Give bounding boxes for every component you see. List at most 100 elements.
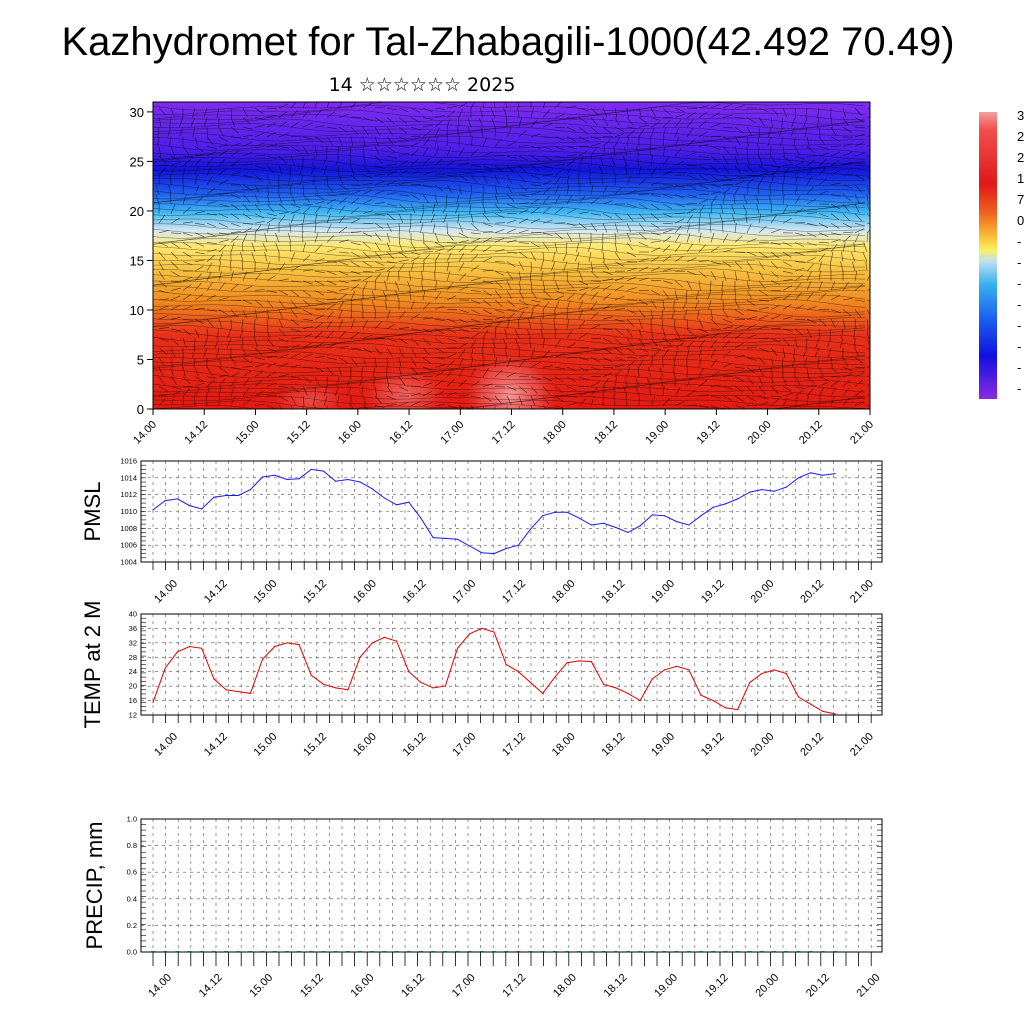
wind-barb <box>482 184 485 195</box>
wind-barb <box>158 394 169 397</box>
wind-barb <box>470 327 482 330</box>
precip-bar <box>248 951 253 952</box>
x-tick-label: 20.00 <box>753 972 781 1000</box>
wind-barb <box>422 130 432 138</box>
wind-barb <box>755 194 760 205</box>
wind-barb <box>793 347 796 358</box>
wind-barb <box>362 347 372 353</box>
wind-barb <box>194 273 203 282</box>
wind-barb <box>458 405 465 409</box>
wind-barb <box>578 165 580 176</box>
wind-barb <box>338 102 343 109</box>
contour-line <box>153 144 866 156</box>
wind-barb <box>227 328 232 339</box>
contour-line <box>153 334 866 345</box>
wind-barb <box>494 290 502 299</box>
wind-barb <box>278 165 283 176</box>
wind-barb <box>337 146 340 157</box>
wind-barb <box>566 376 576 382</box>
wind-barb <box>554 386 563 394</box>
wind-barb <box>854 222 865 227</box>
wind-barb <box>182 159 192 166</box>
wind-barb <box>218 395 221 406</box>
contour-line <box>153 404 866 409</box>
wind-barb <box>588 174 592 185</box>
wind-barb <box>434 261 437 272</box>
wind-barb <box>590 366 601 371</box>
wind-barb <box>421 280 424 291</box>
wind-barb <box>806 257 817 262</box>
wind-barb <box>650 280 662 282</box>
wind-barb <box>566 318 570 329</box>
wind-barb <box>386 338 397 342</box>
wind-barb <box>374 357 377 368</box>
wind-barb <box>590 147 597 157</box>
x-tick-label: 18.12 <box>592 419 620 447</box>
wind-barb <box>818 261 822 272</box>
wind-barb <box>338 175 344 185</box>
wind-barb <box>410 392 421 397</box>
wind-barb <box>218 144 229 147</box>
wind-barb <box>422 357 432 364</box>
temp-2m-point <box>810 703 812 705</box>
wind-barb <box>554 290 565 295</box>
wind-barb <box>614 318 625 323</box>
wind-barb <box>422 375 434 378</box>
contour-line <box>153 140 866 151</box>
wind-barb <box>830 117 833 128</box>
wind-barb <box>746 155 750 166</box>
pmsl-point <box>761 489 763 491</box>
wind-barb <box>482 318 494 321</box>
wind-barb <box>842 242 846 253</box>
wind-barb <box>158 386 168 392</box>
wind-barb <box>782 347 786 358</box>
y-tick-label: 1008 <box>120 524 137 533</box>
wind-barb <box>302 146 309 155</box>
wind-barb <box>590 117 598 126</box>
wind-barb <box>434 107 445 110</box>
wind-barb <box>686 280 692 290</box>
x-tick-label: 14.00 <box>146 972 174 1000</box>
wind-barb <box>302 366 314 369</box>
wind-barb <box>794 155 805 160</box>
precip-bar <box>163 951 168 952</box>
wind-barb <box>446 242 457 244</box>
temp-2m-point <box>469 633 471 635</box>
contour-line <box>153 193 866 204</box>
pmsl-point <box>383 497 385 499</box>
wind-barb <box>806 166 813 176</box>
wind-barb <box>470 213 474 224</box>
y-tick-label: 20 <box>129 682 137 691</box>
wind-barb <box>782 357 784 368</box>
wind-barb <box>722 155 729 165</box>
wind-barb <box>242 227 252 234</box>
wind-barb <box>830 387 837 397</box>
wind-barb <box>686 328 695 337</box>
wind-barb <box>194 386 200 397</box>
wind-barb <box>326 298 337 301</box>
wind-barb <box>242 387 250 397</box>
wind-barb <box>578 391 589 397</box>
wind-barb <box>518 209 529 214</box>
wind-barb <box>853 242 856 253</box>
x-tick-label: 14.12 <box>202 578 230 606</box>
wind-barb <box>350 231 361 234</box>
wind-barb <box>170 357 174 368</box>
wind-barb <box>362 136 366 147</box>
wind-barb <box>770 398 779 406</box>
wind-barb <box>734 405 745 409</box>
wind-barb <box>778 127 784 137</box>
wind-barb <box>230 283 239 291</box>
wind-barb <box>338 205 346 214</box>
wind-barb <box>458 286 469 291</box>
wind-barb <box>434 232 439 243</box>
wind-barb <box>230 142 241 147</box>
precip-bar <box>796 951 801 952</box>
wind-barb <box>554 295 565 301</box>
wind-barb <box>746 223 752 233</box>
wind-barb <box>528 319 532 329</box>
wind-barb <box>242 271 248 281</box>
colorbar-label: 7 <box>1017 192 1024 207</box>
wind-barb <box>504 328 508 339</box>
wind-barb <box>470 148 479 157</box>
